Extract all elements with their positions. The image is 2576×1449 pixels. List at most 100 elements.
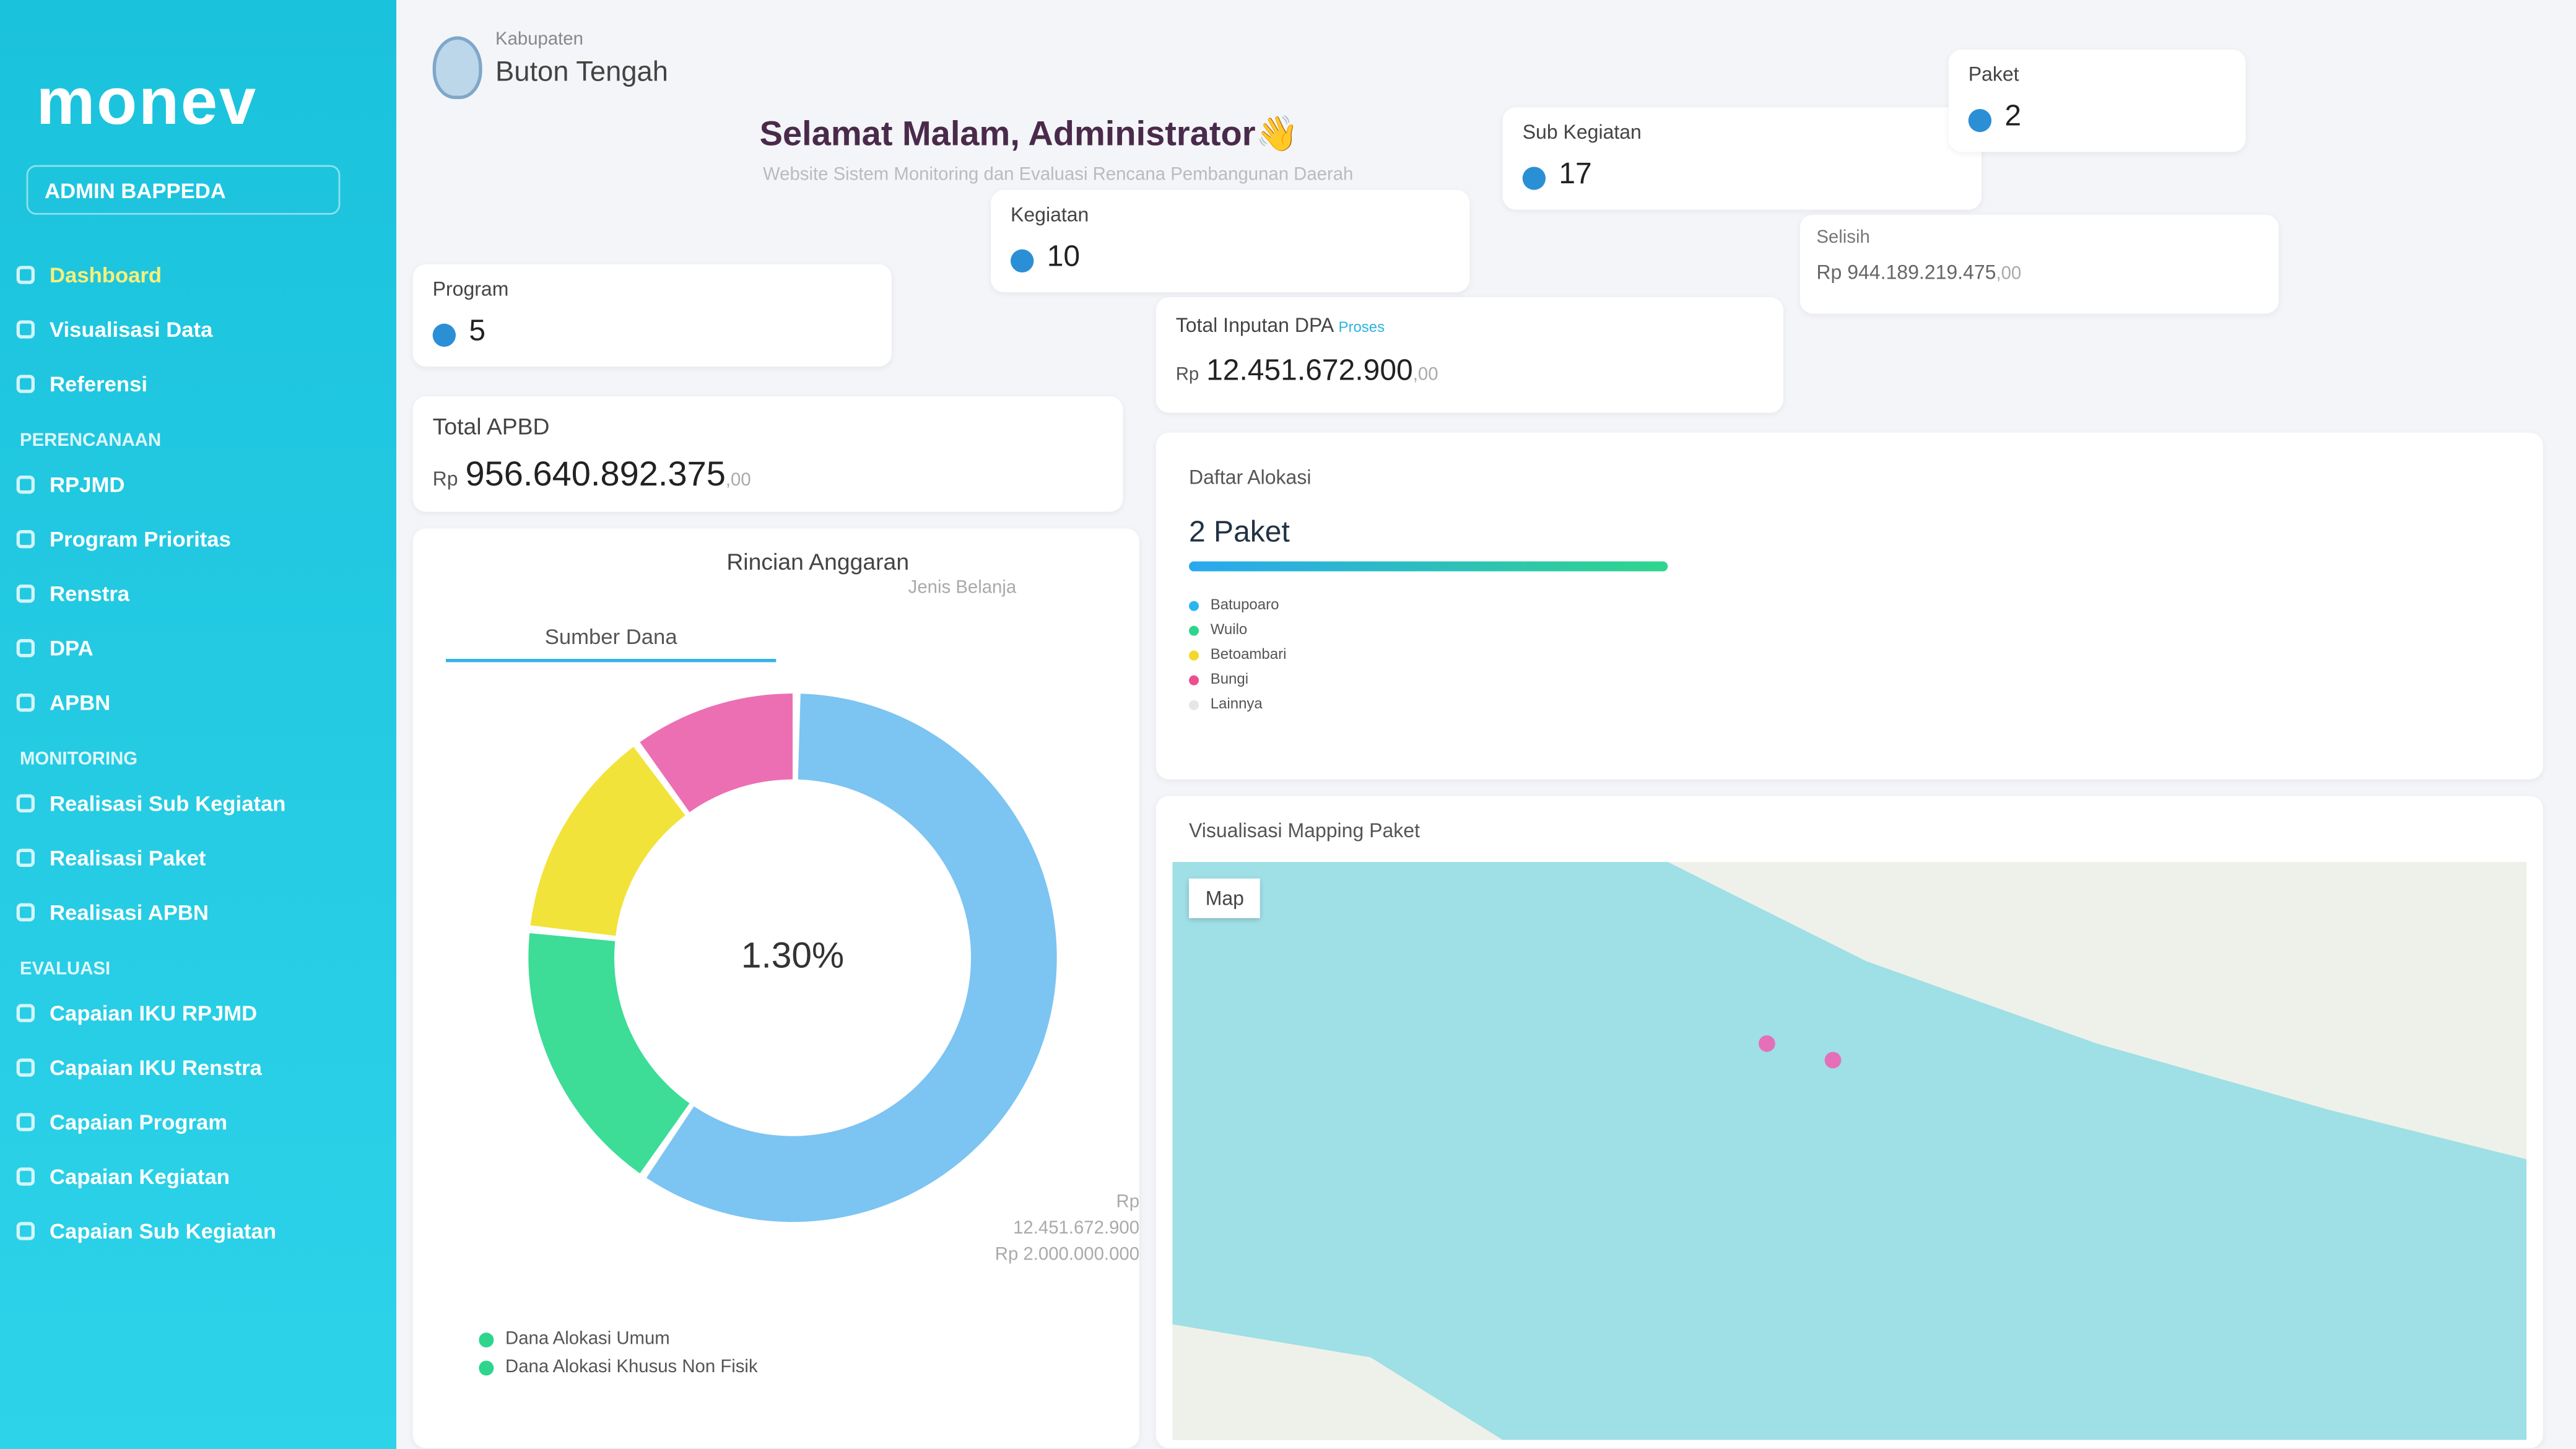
donut-segment <box>530 747 685 936</box>
menu-item[interactable]: Realisasi Paket <box>0 830 396 885</box>
amount-value: 944.189.219.475 <box>1847 261 1996 284</box>
currency: Rp <box>1816 261 1842 284</box>
legend-text: Dana Alokasi Khusus Non Fisik <box>505 1357 758 1378</box>
legend-text: Wuilo <box>1210 620 1248 638</box>
map-marker[interactable] <box>1824 1051 1842 1069</box>
menu-item[interactable]: APBN <box>0 676 396 730</box>
menu-item[interactable]: RPJMD <box>0 458 396 512</box>
menu-item[interactable]: Referensi <box>0 357 396 411</box>
panel-title: Visualisasi Mapping Paket <box>1189 819 1420 843</box>
legend-text: Dana Alokasi Umum <box>505 1329 670 1349</box>
currency: Rp <box>1175 365 1199 385</box>
menu-heading: PERENCANAAN <box>20 431 162 451</box>
menu-item[interactable]: Realisasi Sub Kegiatan <box>0 776 396 830</box>
decimals: ,00 <box>1412 365 1438 385</box>
stat-icon <box>1011 249 1034 273</box>
amounts: Rp 12.451.672.900 Rp 2.000.000.000 <box>991 1189 1139 1268</box>
panel-title: Rincian Anggaran <box>726 548 910 575</box>
stat-value: 10 <box>1046 239 1081 273</box>
legend-dot <box>479 1360 494 1375</box>
legend: Dana Alokasi Umum Dana Alokasi Khusus Non… <box>479 1321 758 1385</box>
stat-card: Sub Kegiatan 17 <box>1502 107 1982 210</box>
legend-item: Dana Alokasi Umum <box>479 1329 757 1349</box>
decimals: ,00 <box>725 471 751 491</box>
map-land <box>1668 862 2527 1160</box>
menu-item[interactable]: Realisasi APBN <box>0 885 396 939</box>
sidebar: monev ADMIN BAPPEDA Dashboard Visualisasi… <box>0 0 397 1449</box>
menu-item[interactable]: Capaian Program <box>0 1095 396 1149</box>
menu-item[interactable]: Dashboard <box>0 248 396 302</box>
legend-dot <box>1189 625 1199 635</box>
amount: Rp 944.189.219.475,00 <box>1816 261 2021 284</box>
legend-item: Dana Alokasi Khusus Non Fisik <box>479 1357 758 1378</box>
map-panel: Visualisasi Mapping Paket Map <box>1155 796 2543 1448</box>
legend-dot <box>1189 674 1199 685</box>
selisih-card: Selisih Rp 944.189.219.475,00 <box>1799 214 2279 314</box>
amount: Rp 12.451.672.900,00 <box>1176 354 1438 388</box>
map-marker[interactable] <box>1759 1035 1775 1052</box>
card-label: Total Inputan DPA Proses <box>1176 314 1385 337</box>
legend-item: Bungi <box>1189 671 1286 687</box>
alokasi-panel: Daftar Alokasi 2 Paket Batupoaro Wuilo Bet… <box>1155 432 2543 780</box>
stat-label: Kegiatan <box>1011 203 1089 227</box>
tab-active[interactable]: Sumber Dana <box>446 624 777 663</box>
donut-chart: 1.30% <box>528 694 1057 1222</box>
menu: Dashboard Visualisasi Data Referensi PERENC… <box>0 248 396 1258</box>
stat-value: 17 <box>1559 157 1592 190</box>
menu-item[interactable]: Capaian Kegiatan <box>0 1149 396 1204</box>
legend-dot <box>1189 699 1199 710</box>
rincian-panel: Rincian Anggaran Sumber Dana Jenis Belan… <box>412 528 1139 1448</box>
menu-heading: EVALUASI <box>20 959 111 980</box>
progress-bar <box>1189 561 1668 572</box>
user-dropdown[interactable]: ADMIN BAPPEDA <box>26 165 341 215</box>
stat-value: 2 <box>2004 99 2022 133</box>
region-name: Buton Tengah <box>495 56 669 88</box>
stat-card: Paket 2 <box>1948 50 2246 152</box>
subtitle: Website Sistem Monitoring dan Evaluasi R… <box>763 165 1354 185</box>
menu-heading: MONITORING <box>20 749 138 770</box>
legend-item: Betoambari <box>1189 645 1287 663</box>
map-type-control[interactable]: Map <box>1189 878 1261 918</box>
package-count: 2 Paket <box>1189 515 1290 549</box>
card-label: Total APBD <box>432 412 550 440</box>
amount: Rp 956.640.892.375,00 <box>433 456 751 495</box>
region-label: Kabupaten <box>495 30 583 50</box>
legend: Batupoaro Wuilo Betoambari Bungi Lainnya <box>1189 588 1286 720</box>
stat-icon <box>1968 109 1992 133</box>
tab[interactable]: Jenis Belanja <box>908 578 1017 598</box>
menu-item[interactable]: Visualisasi Data <box>0 302 396 357</box>
legend-item: Lainnya <box>1189 695 1286 711</box>
badge: Proses <box>1338 318 1385 336</box>
amount-value: 956.640.892.375 <box>465 456 726 494</box>
panel-title: Daftar Alokasi <box>1189 466 1312 489</box>
menu-item[interactable]: DPA <box>0 621 396 676</box>
amount-value: 12.451.672.900 <box>1206 353 1413 387</box>
legend-dot <box>1189 600 1199 611</box>
card-label: Selisih <box>1816 228 1870 248</box>
legend-text: Betoambari <box>1210 645 1287 663</box>
currency: Rp <box>432 467 458 491</box>
stat-label: Paket <box>1968 63 2019 86</box>
map-land <box>1172 1324 1503 1440</box>
stat-label: Sub Kegiatan <box>1522 120 1642 144</box>
menu-item[interactable]: Renstra <box>0 567 396 621</box>
stat-card: Program 5 <box>412 264 892 367</box>
donut-center-label: 1.30% <box>741 936 844 976</box>
stat-card: Kegiatan 10 <box>991 189 1470 293</box>
logo[interactable]: monev <box>36 66 258 139</box>
menu-item[interactable]: Capaian Sub Kegiatan <box>0 1204 396 1258</box>
total-apbd-card: Total APBD Rp 956.640.892.375,00 <box>412 396 1123 512</box>
menu-item[interactable]: Program Prioritas <box>0 512 396 567</box>
stat-icon <box>432 323 456 347</box>
donut-segment <box>646 694 1057 1222</box>
menu-item[interactable]: Capaian IKU Renstra <box>0 1040 396 1095</box>
map <box>1172 862 2527 1440</box>
stat-icon <box>1522 167 1546 190</box>
amount: Rp 12.451.672.900 <box>1013 1192 1140 1239</box>
legend-dot <box>479 1331 494 1347</box>
amount: Rp 2.000.000.000 <box>994 1245 1140 1265</box>
region-emblem <box>432 36 482 100</box>
menu-item[interactable]: Capaian IKU RPJMD <box>0 986 396 1040</box>
